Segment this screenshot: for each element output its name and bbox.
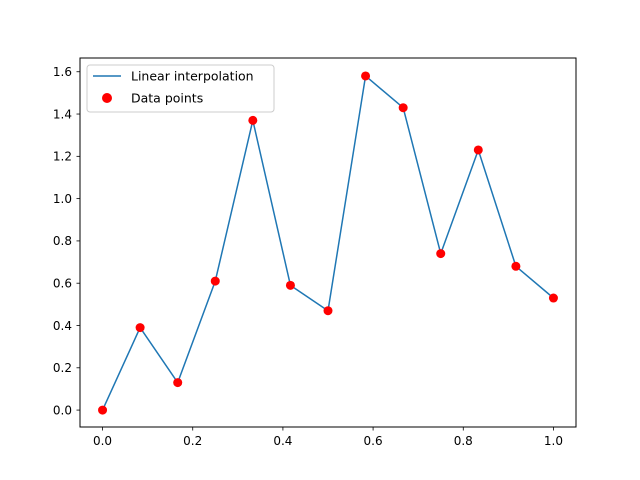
y-tick-label: 0.8	[53, 234, 72, 248]
data-point	[398, 103, 408, 113]
legend: Linear interpolation Data points	[86, 64, 275, 113]
x-tick-label: 0.2	[183, 434, 202, 448]
data-point	[210, 276, 220, 286]
data-point	[548, 293, 558, 303]
data-point	[135, 323, 145, 333]
legend-point-swatch	[102, 93, 112, 103]
y-tick-label: 0.0	[53, 403, 72, 417]
data-point	[98, 405, 108, 415]
y-tick-label: 1.4	[53, 107, 72, 121]
y-axis: 0.0 0.2 0.4 0.6 0.8 1.0 1.2 1.4 1.6	[53, 65, 80, 417]
data-point	[436, 249, 446, 259]
x-tick-label: 0.0	[93, 434, 112, 448]
y-tick-label: 0.6	[53, 277, 72, 291]
plot-frame	[79, 57, 577, 428]
data-point	[361, 71, 371, 81]
data-point	[248, 115, 258, 125]
y-tick-label: 1.2	[53, 150, 72, 164]
y-tick-label: 1.6	[53, 65, 72, 79]
y-tick-label: 0.2	[53, 361, 72, 375]
series-layer	[98, 71, 558, 415]
y-tick-label: 1.0	[53, 192, 72, 206]
legend-label-line: Linear interpolation	[131, 69, 254, 84]
plot-area	[80, 58, 576, 427]
x-tick-label: 1.0	[544, 434, 563, 448]
x-axis: 0.0 0.2 0.4 0.6 0.8 1.0	[93, 427, 563, 448]
x-tick-label: 0.6	[364, 434, 383, 448]
data-point	[323, 306, 333, 316]
x-tick-label: 0.4	[273, 434, 292, 448]
x-tick-label: 0.8	[454, 434, 473, 448]
y-tick-label: 0.4	[53, 319, 72, 333]
data-point	[173, 378, 183, 388]
data-point	[285, 280, 295, 290]
legend-box	[86, 64, 275, 113]
legend-label-points: Data points	[131, 91, 203, 106]
data-point	[511, 261, 521, 271]
data-point	[473, 145, 483, 155]
